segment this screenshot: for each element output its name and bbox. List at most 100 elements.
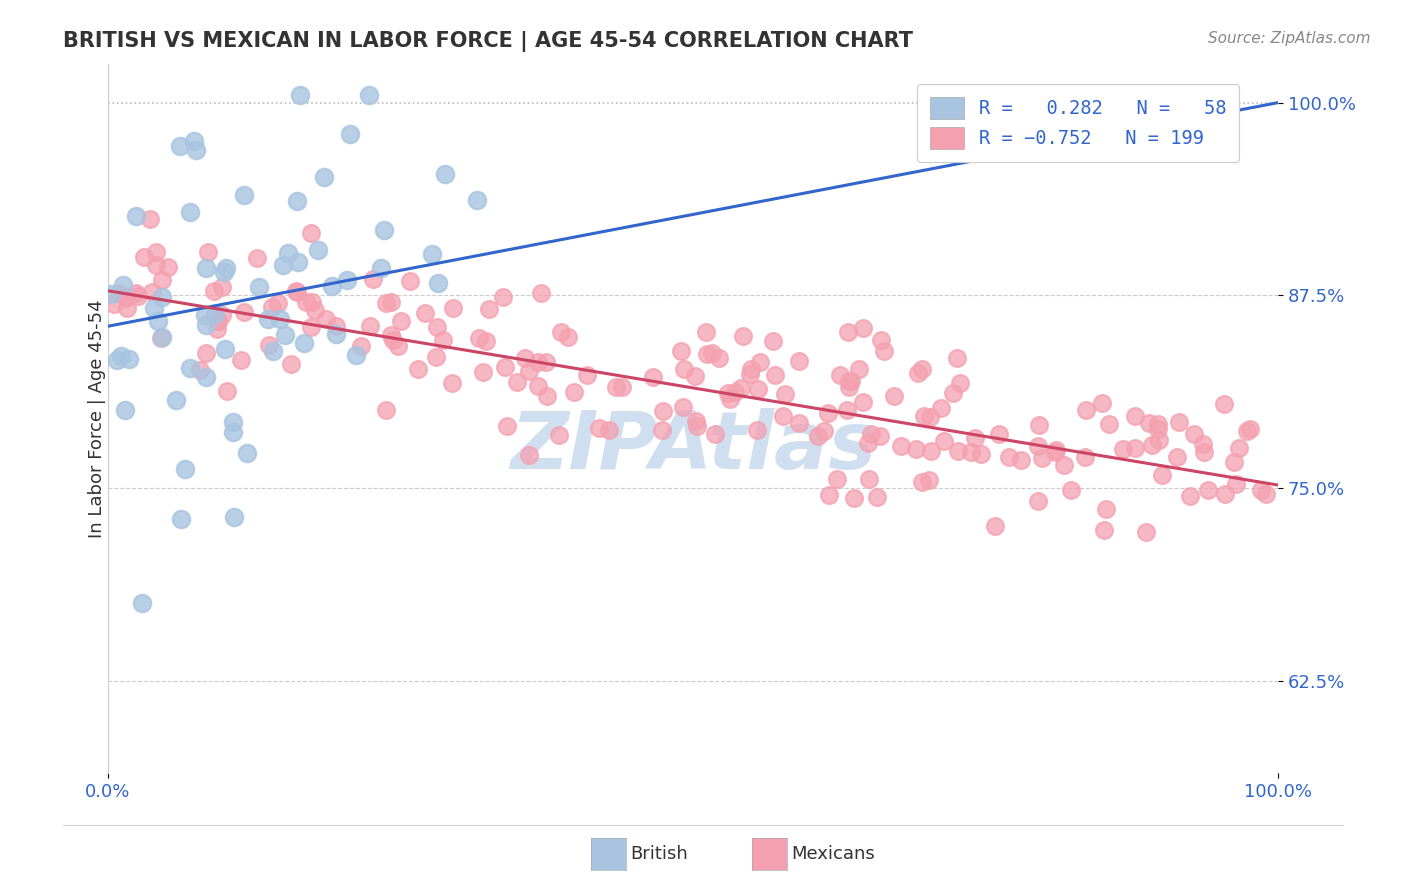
- Point: [738, 367, 761, 381]
- Point: [1147, 421, 1170, 435]
- Point: [197, 244, 219, 259]
- Point: [1043, 445, 1066, 459]
- Point: [807, 428, 830, 442]
- Point: [212, 264, 235, 278]
- Point: [1149, 433, 1171, 447]
- Point: [222, 415, 245, 429]
- Point: [998, 450, 1021, 464]
- Point: [1028, 439, 1050, 453]
- Point: [312, 169, 335, 184]
- Point: [598, 423, 620, 437]
- Point: [304, 302, 326, 317]
- Point: [425, 351, 447, 365]
- Point: [842, 491, 865, 506]
- Point: [315, 312, 337, 326]
- Point: [207, 314, 229, 328]
- Point: [866, 490, 889, 504]
- Point: [724, 385, 747, 400]
- Point: [408, 361, 430, 376]
- Point: [890, 439, 912, 453]
- Point: [382, 333, 405, 347]
- Point: [202, 285, 225, 299]
- Point: [839, 375, 862, 389]
- Point: [931, 401, 953, 415]
- Point: [179, 360, 201, 375]
- Point: [232, 304, 254, 318]
- Point: [970, 447, 993, 461]
- Point: [170, 512, 193, 526]
- Point: [114, 291, 136, 305]
- Point: [222, 509, 245, 524]
- Point: [1140, 438, 1163, 452]
- Point: [513, 351, 536, 365]
- Point: [433, 167, 456, 181]
- Point: [527, 379, 550, 393]
- Point: [703, 426, 725, 441]
- Point: [748, 354, 770, 368]
- Point: [468, 331, 491, 345]
- Point: [963, 431, 986, 445]
- Point: [179, 204, 201, 219]
- Point: [150, 290, 173, 304]
- Point: [321, 279, 343, 293]
- Point: [257, 312, 280, 326]
- Point: [858, 472, 880, 486]
- Point: [1213, 486, 1236, 500]
- Point: [478, 302, 501, 317]
- Point: [651, 423, 673, 437]
- Point: [1223, 455, 1246, 469]
- Point: [373, 223, 395, 237]
- Point: [683, 369, 706, 384]
- Point: [519, 364, 541, 378]
- Point: [1225, 477, 1247, 491]
- Point: [869, 429, 891, 443]
- Point: [696, 346, 718, 360]
- Point: [186, 143, 208, 157]
- Point: [105, 352, 128, 367]
- Point: [174, 462, 197, 476]
- Point: [150, 329, 173, 343]
- Point: [536, 355, 558, 369]
- Point: [285, 285, 308, 300]
- Point: [131, 596, 153, 610]
- Point: [359, 319, 381, 334]
- Point: [370, 260, 392, 275]
- Point: [299, 320, 322, 334]
- Point: [269, 311, 291, 326]
- Point: [150, 273, 173, 287]
- Point: [146, 313, 169, 327]
- Point: [290, 87, 312, 102]
- Point: [425, 320, 447, 334]
- Point: [920, 444, 942, 458]
- Point: [740, 361, 762, 376]
- Point: [117, 301, 139, 315]
- Point: [838, 374, 860, 388]
- Point: [911, 362, 934, 376]
- Point: [911, 475, 934, 489]
- Point: [918, 409, 941, 424]
- Point: [427, 276, 450, 290]
- Point: [773, 386, 796, 401]
- Point: [204, 307, 226, 321]
- Point: [472, 365, 495, 379]
- Point: [830, 368, 852, 382]
- Point: [835, 403, 858, 417]
- Point: [205, 322, 228, 336]
- Point: [125, 286, 148, 301]
- Point: [1123, 441, 1146, 455]
- Point: [465, 194, 488, 208]
- Point: [287, 255, 309, 269]
- Point: [387, 339, 409, 353]
- Point: [772, 409, 794, 423]
- Point: [339, 127, 361, 141]
- Point: [432, 333, 454, 347]
- Point: [505, 376, 527, 390]
- Point: [145, 258, 167, 272]
- Point: [110, 349, 132, 363]
- Point: [165, 392, 187, 407]
- Point: [247, 280, 270, 294]
- Point: [825, 471, 848, 485]
- Point: [215, 261, 238, 276]
- Point: [651, 404, 673, 418]
- Point: [420, 247, 443, 261]
